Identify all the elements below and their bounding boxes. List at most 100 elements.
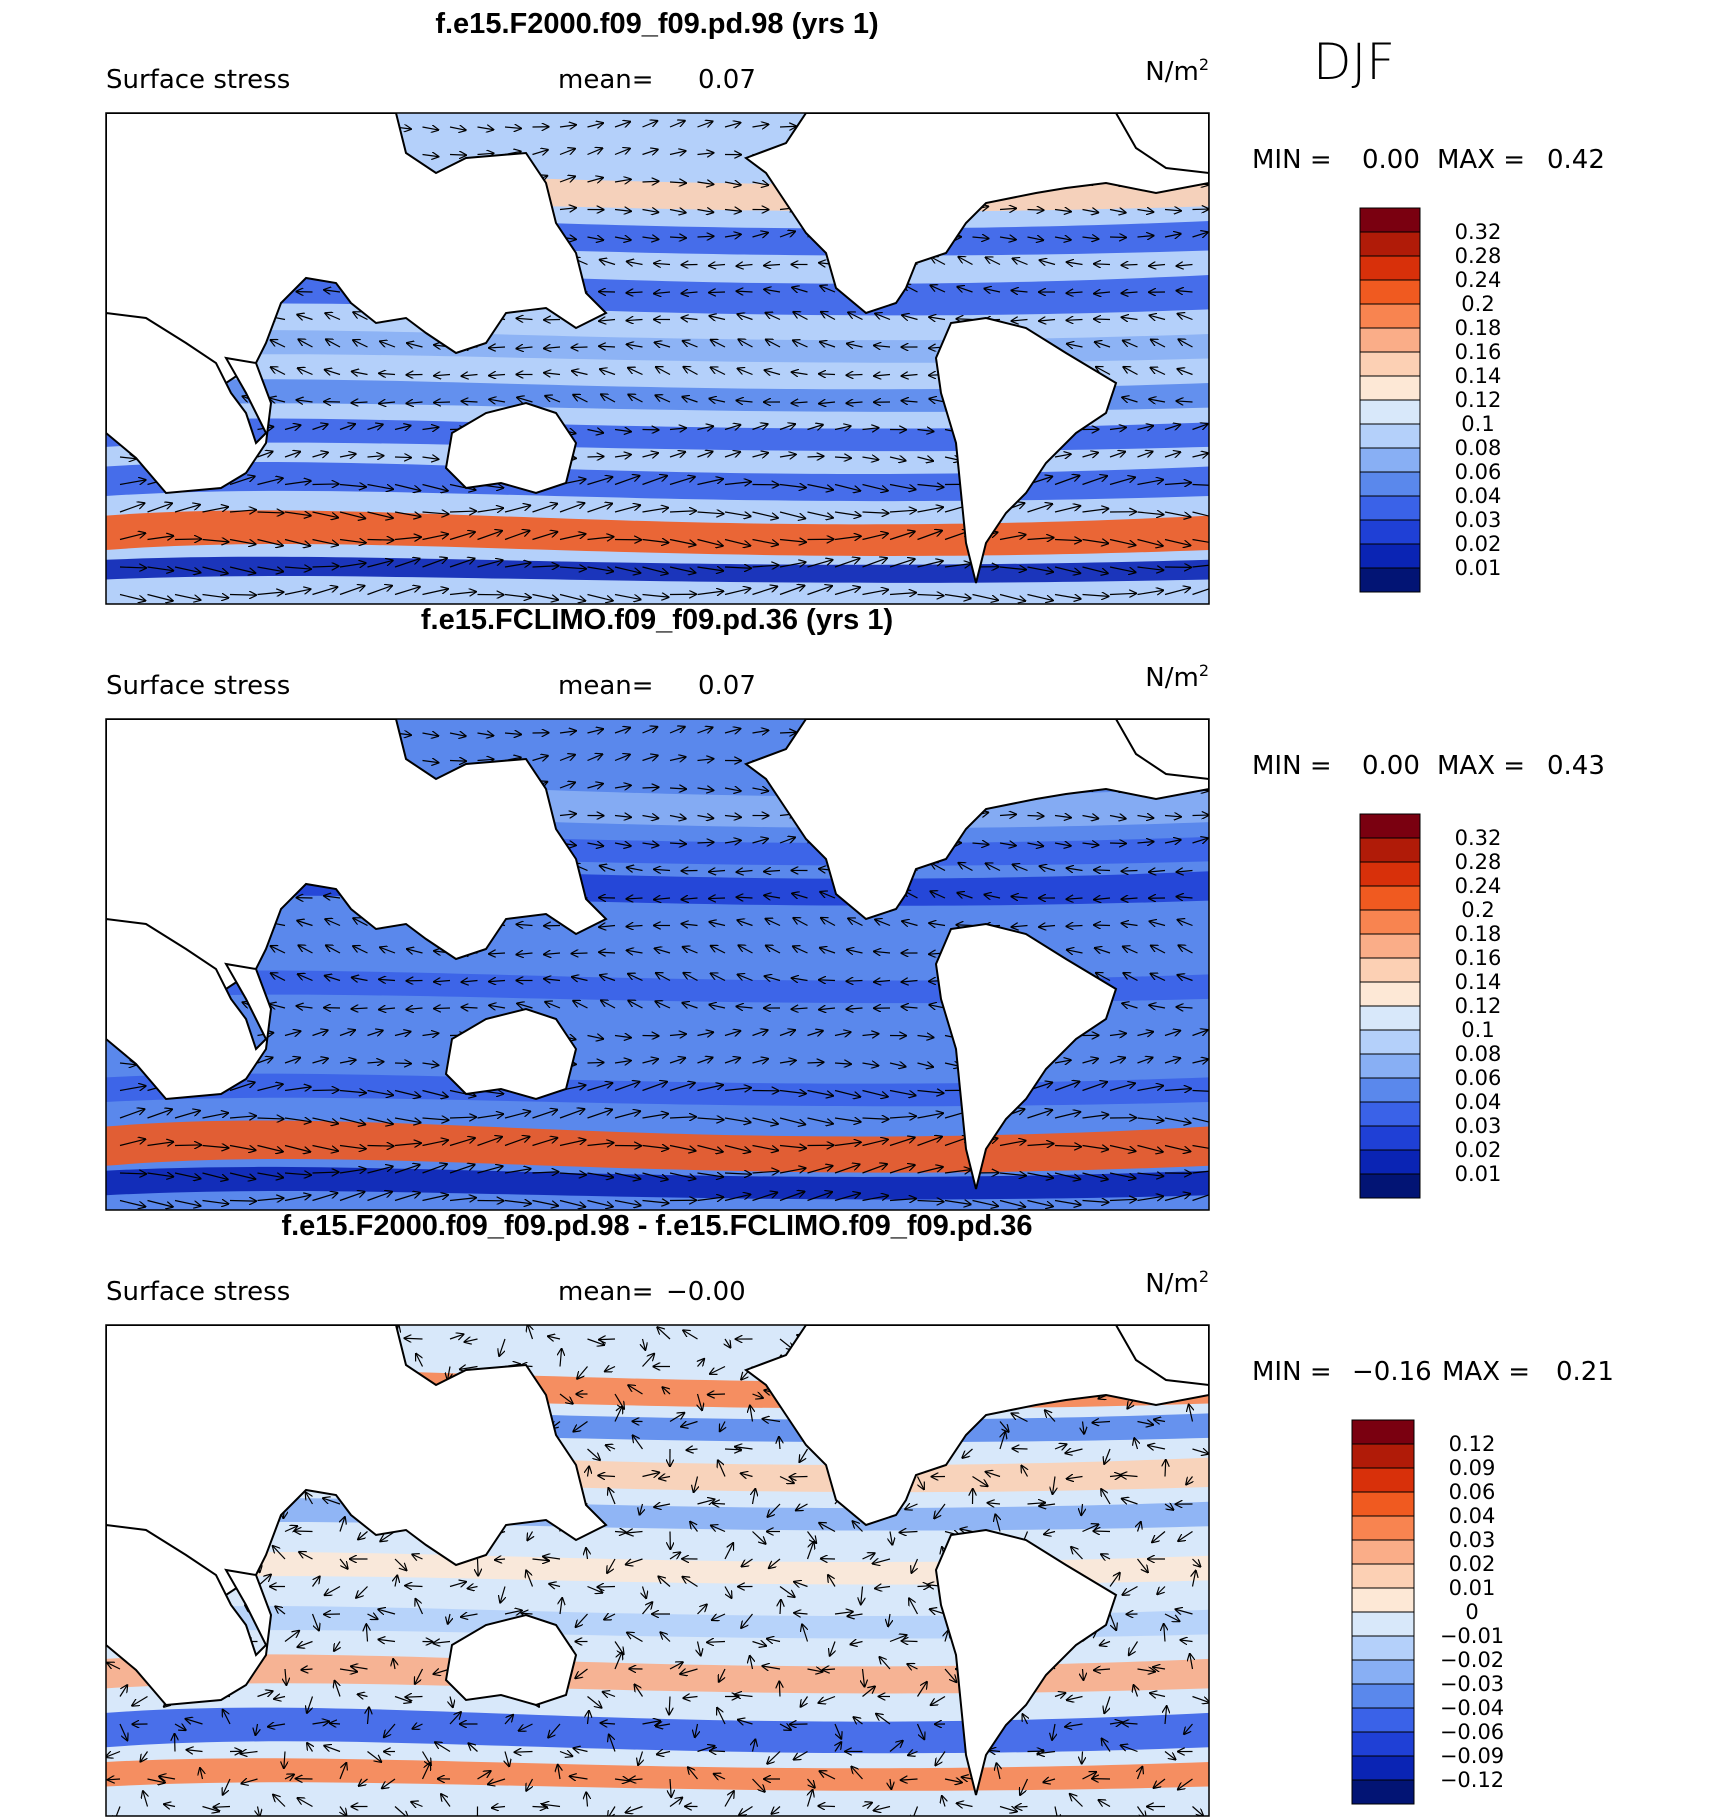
- vector-arrow: [1164, 816, 1181, 817]
- stats-block: MIN = −0.16 MAX = 0.21: [1252, 1357, 1614, 1387]
- vector-arrow: [642, 121, 658, 128]
- vector-arrow: [752, 233, 768, 237]
- vector-arrow: [1137, 236, 1154, 237]
- vector-arrow: [707, 1642, 726, 1643]
- vector-arrow: [174, 539, 201, 540]
- vector-arrow: [711, 367, 726, 376]
- vector-arrow: [1122, 871, 1138, 872]
- vector-arrow: [587, 504, 613, 513]
- vector-arrow: [515, 1752, 533, 1753]
- vector-arrow: [642, 476, 667, 486]
- vector-arrow: [697, 236, 714, 237]
- vector-arrow: [559, 755, 575, 762]
- vector-arrow: [352, 371, 368, 374]
- vector-arrow: [1012, 1448, 1028, 1449]
- vector-arrow: [407, 343, 423, 347]
- colorbar-tick-label: 0.12: [1455, 994, 1502, 1018]
- vector-arrow: [889, 593, 916, 595]
- colorbar-swatch: [1351, 1707, 1415, 1733]
- vector-arrow: [683, 341, 698, 348]
- vector-arrow: [972, 593, 998, 601]
- vector-arrow: [229, 566, 255, 573]
- vector-arrow: [477, 560, 503, 568]
- vector-arrow: [917, 507, 944, 513]
- vector-arrow: [434, 1008, 451, 1009]
- colorbar: 0.120.090.060.040.030.020.010−0.01−0.02−…: [1351, 1419, 1504, 1805]
- vector-arrow: [834, 558, 860, 568]
- colorbar-swatch: [1351, 1587, 1415, 1613]
- colorbar-swatch: [1359, 1005, 1421, 1031]
- vector-arrow: [737, 871, 753, 873]
- vector-arrow: [821, 312, 836, 321]
- vector-arrow: [655, 948, 671, 953]
- vector-arrow: [711, 946, 726, 954]
- vector-arrow: [917, 595, 944, 596]
- vector-arrow: [298, 974, 313, 982]
- vector-arrow: [847, 981, 863, 982]
- vector-arrow: [229, 595, 256, 596]
- vector-arrow: [738, 975, 753, 982]
- colorbar-swatch: [1351, 1491, 1415, 1517]
- vector-arrow: [614, 566, 640, 573]
- colorbar-tick-label: 0.03: [1449, 1528, 1496, 1552]
- vector-arrow: [597, 1587, 616, 1588]
- vector-arrow: [1123, 947, 1138, 954]
- mean-value: −0.00: [666, 1277, 746, 1307]
- vector-arrow: [820, 892, 836, 899]
- vector-arrow: [655, 395, 671, 403]
- vector-arrow: [1094, 898, 1111, 900]
- panel-title: f.e15.FCLIMO.f09_f09.pd.36 (yrs 1): [421, 604, 893, 636]
- vector-arrow: [1027, 504, 1053, 513]
- vector-arrow: [627, 261, 643, 264]
- vector-arrow: [559, 125, 576, 127]
- min-label: MIN =: [1252, 751, 1332, 781]
- colorbar-swatch: [1351, 1683, 1415, 1709]
- vector-arrow: [326, 339, 341, 348]
- vector-arrow: [1164, 425, 1180, 430]
- vector-arrow: [1109, 566, 1135, 572]
- vector-arrow: [422, 457, 439, 459]
- vector-arrow: [669, 452, 685, 457]
- colorbar-tick-label: 0.01: [1455, 1162, 1502, 1186]
- colorbar-swatch: [1359, 519, 1421, 545]
- vector-arrow: [917, 430, 934, 432]
- vector-arrow: [929, 399, 946, 402]
- vector-arrow: [737, 920, 753, 925]
- vector-arrow: [353, 340, 368, 348]
- vector-arrow: [1122, 265, 1138, 266]
- vector-arrow: [765, 976, 781, 980]
- vector-arrow: [874, 981, 891, 982]
- vector-arrow: [532, 756, 548, 761]
- vector-arrow: [229, 476, 255, 486]
- vector-arrow: [683, 947, 698, 954]
- colorbar-swatch: [1359, 909, 1421, 935]
- vector-arrow: [521, 1613, 533, 1614]
- vector-arrow: [724, 452, 740, 457]
- min-label: MIN =: [1252, 145, 1332, 175]
- vector-arrow: [422, 589, 448, 596]
- colorbar-tick-label: 0.08: [1455, 436, 1502, 460]
- vector-arrow: [1067, 868, 1083, 870]
- vector-arrow: [532, 150, 548, 155]
- vector-arrow: [1040, 260, 1056, 264]
- vector-arrow: [1096, 367, 1111, 376]
- vector-arrow: [669, 477, 695, 486]
- vector-arrow: [147, 567, 174, 571]
- vector-arrow: [834, 426, 851, 429]
- vector-arrow: [669, 757, 686, 761]
- colorbar-tick-label: 0.12: [1449, 1432, 1496, 1456]
- vector-arrow: [711, 340, 726, 348]
- vector-arrow: [999, 593, 1025, 601]
- vector-arrow: [724, 425, 740, 430]
- vector-arrow: [1095, 948, 1111, 953]
- vector-arrow: [202, 540, 229, 542]
- vector-arrow: [587, 537, 614, 540]
- colorbar-tick-label: −0.01: [1440, 1624, 1504, 1648]
- vector-arrow: [818, 1806, 836, 1807]
- vector-arrow: [312, 1090, 339, 1091]
- vector-arrow: [902, 401, 918, 402]
- vector-arrow: [544, 373, 561, 375]
- vector-arrow: [1054, 506, 1080, 513]
- panel-3: f.e15.F2000.f09_f09.pd.98 - f.e15.FCLIMO…: [105, 1210, 1614, 1817]
